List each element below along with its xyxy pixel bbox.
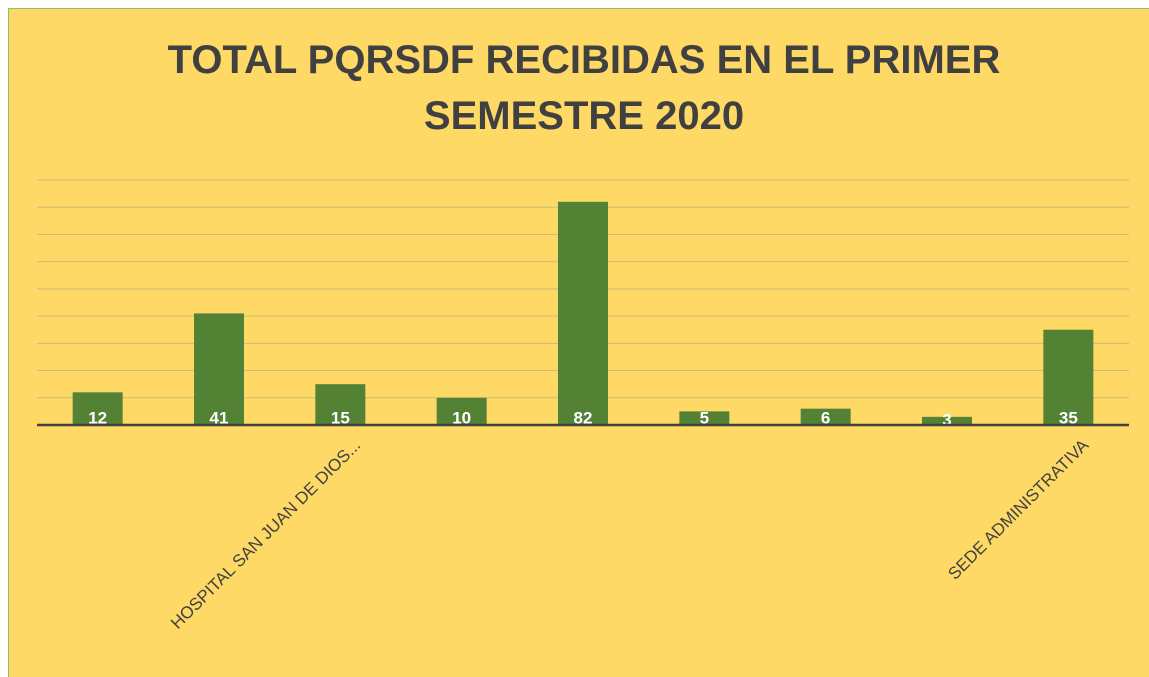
bar: [1043, 329, 1094, 425]
data-label: 3: [942, 410, 951, 429]
data-label: 41: [210, 408, 229, 427]
bar: [194, 313, 244, 425]
bar: [679, 411, 730, 425]
bar: [72, 392, 123, 425]
bar: [558, 201, 608, 425]
data-label: 82: [574, 408, 593, 427]
data-label: 10: [452, 408, 471, 427]
bar: [922, 416, 972, 425]
bar: [315, 384, 366, 425]
data-label: 6: [821, 408, 830, 427]
data-label: 35: [1059, 408, 1078, 427]
bar: [800, 408, 851, 425]
data-label: 5: [700, 408, 709, 427]
bar: [436, 397, 487, 425]
data-label: 12: [88, 408, 107, 427]
chart-title: TOTAL PQRSDF RECIBIDAS EN EL PRIMER SEME…: [167, 38, 1001, 138]
data-label: 15: [331, 408, 350, 427]
